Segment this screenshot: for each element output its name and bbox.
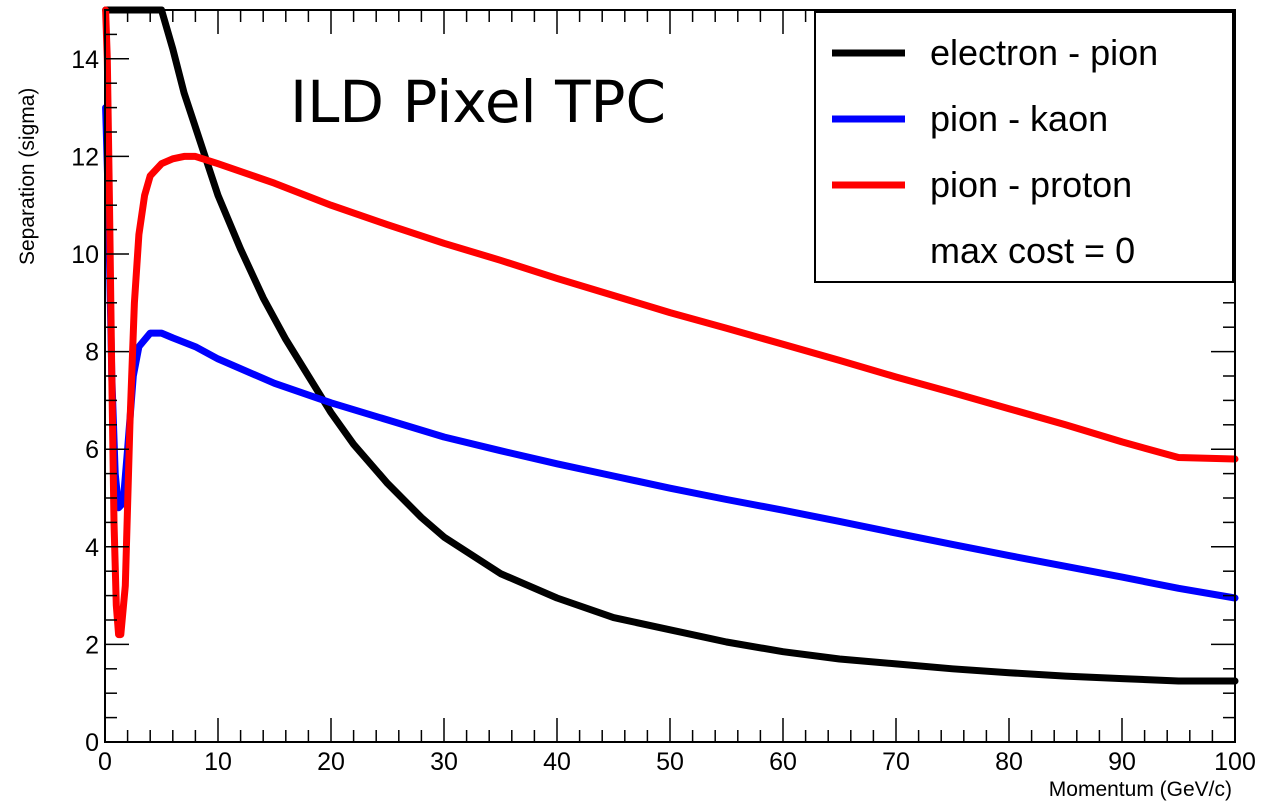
y-tick-label: 0 xyxy=(85,729,99,757)
y-tick-label: 2 xyxy=(85,631,99,659)
x-tick-label: 40 xyxy=(543,748,571,776)
y-tick-label: 4 xyxy=(85,534,99,562)
y-axis-title: Separation (sigma) xyxy=(16,88,39,265)
y-tick-label: 14 xyxy=(71,46,99,74)
x-axis-title: Momentum (GeV/c) xyxy=(1049,778,1232,801)
chart-annotation: ILD Pixel TPC xyxy=(290,68,666,136)
x-tick-label: 60 xyxy=(769,748,797,776)
y-tick-label: 8 xyxy=(85,339,99,367)
y-tick-label: 10 xyxy=(71,241,99,269)
legend-label-pion-kaon: pion - kaon xyxy=(930,98,1108,139)
y-tick-label: 6 xyxy=(85,436,99,464)
x-tick-label: 30 xyxy=(430,748,458,776)
tick-layer xyxy=(104,9,1236,743)
series-line-pion-proton xyxy=(102,6,1239,639)
x-tick-label: 10 xyxy=(204,748,232,776)
label-layer: 0 10 20 30 40 50 60 70 80 90 100 0 2 4 6 8 10 12 14 xyxy=(71,46,1256,776)
x-tick-label: 90 xyxy=(1108,748,1136,776)
legend: electron - pion pion - kaon pion - proto… xyxy=(814,11,1234,283)
x-tick-label: 80 xyxy=(995,748,1023,776)
x-tick-label: 0 xyxy=(98,748,112,776)
legend-box xyxy=(814,11,1234,283)
plot-frame xyxy=(104,9,1236,743)
series-line-electron-pion xyxy=(102,6,1239,685)
series-layer xyxy=(102,6,1239,685)
x-tick-label: 50 xyxy=(656,748,684,776)
legend-label-pion-proton: pion - proton xyxy=(930,164,1132,205)
series-line-pion-kaon xyxy=(102,104,1239,602)
x-tick-label: 20 xyxy=(317,748,345,776)
y-tick-label: 12 xyxy=(71,143,99,171)
legend-label-electron-pion: electron - pion xyxy=(930,32,1158,73)
x-tick-label: 100 xyxy=(1214,748,1256,776)
legend-note: max cost = 0 xyxy=(930,230,1135,271)
x-tick-label: 70 xyxy=(882,748,910,776)
